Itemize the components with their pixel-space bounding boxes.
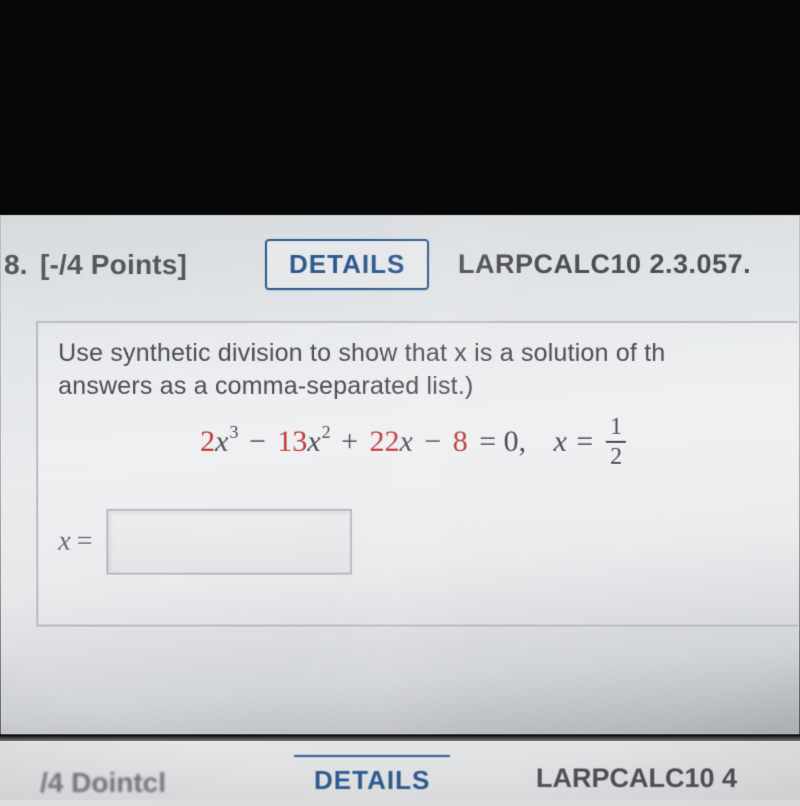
next-question-peek: /4 Dointcl DETAILS LARPCALC10 4 bbox=[0, 735, 800, 800]
next-source-partial: LARPCALC10 4 bbox=[536, 763, 737, 794]
fraction-numerator: 1 bbox=[606, 415, 626, 443]
answer-var: x bbox=[58, 526, 70, 557]
op-plus: + bbox=[337, 425, 362, 458]
var-a: x bbox=[215, 425, 228, 458]
question-text-line2: answers as a comma-separated list.) bbox=[58, 372, 788, 401]
source-reference: LARPCALC10 2.3.057. bbox=[458, 249, 751, 280]
coeff-d: 8 bbox=[453, 425, 468, 458]
next-points-partial: /4 Dointcl bbox=[40, 767, 166, 799]
answer-label: x= bbox=[58, 526, 92, 558]
answer-row: x= bbox=[58, 509, 352, 575]
coeff-c: 22 bbox=[370, 425, 400, 458]
exp-a: 3 bbox=[229, 422, 238, 442]
answer-input[interactable] bbox=[106, 509, 352, 575]
question-text-line1: Use synthetic division to show that x is… bbox=[58, 339, 788, 368]
fraction-denominator: 2 bbox=[606, 443, 626, 469]
question-number: 8. bbox=[4, 249, 27, 281]
details-button[interactable]: DETAILS bbox=[265, 239, 429, 290]
letterbox-top bbox=[0, 0, 800, 215]
question-header: 8. [-/4 Points] DETAILS LARPCALC10 2.3.0… bbox=[0, 235, 800, 305]
op-minus-1: − bbox=[245, 425, 270, 458]
root-label: x = bbox=[554, 425, 595, 458]
op-minus-2: − bbox=[420, 425, 445, 458]
next-details-button[interactable]: DETAILS bbox=[294, 755, 450, 796]
screenshot-content: 8. [-/4 Points] DETAILS LARPCALC10 2.3.0… bbox=[0, 215, 800, 734]
fraction-root: 1 2 bbox=[606, 415, 626, 469]
var-c: x bbox=[400, 425, 413, 458]
exp-b: 2 bbox=[322, 422, 331, 442]
coeff-b: 13 bbox=[277, 425, 307, 458]
coeff-a: 2 bbox=[200, 425, 215, 458]
answer-eq: = bbox=[71, 526, 93, 557]
equals-zero: = 0, bbox=[475, 425, 526, 458]
question-container: Use synthetic division to show that x is… bbox=[36, 321, 798, 627]
equation-display: 2x3 − 13x2 + 22x − 8 = 0, x = 1 2 bbox=[200, 417, 626, 471]
points-label: [-/4 Points] bbox=[40, 249, 187, 281]
var-b: x bbox=[307, 425, 320, 458]
